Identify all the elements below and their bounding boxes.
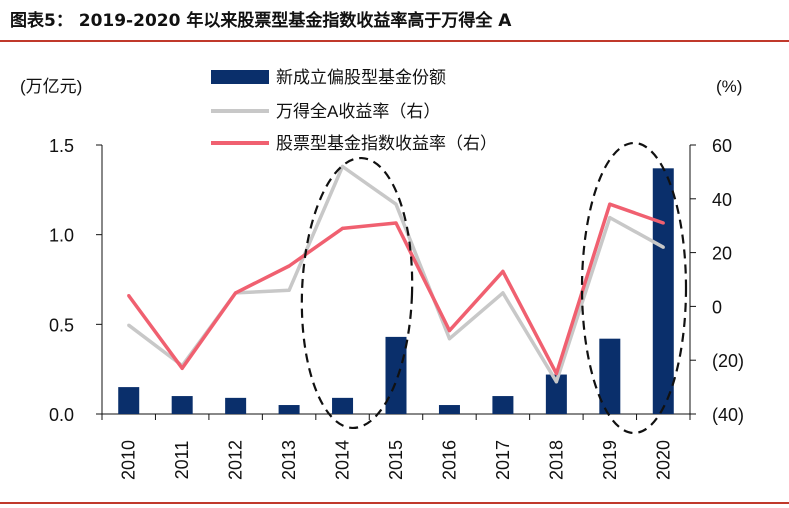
- left-axis-label: (万亿元): [20, 77, 82, 96]
- right-tick-label: 0: [712, 297, 722, 317]
- point-2019: [608, 216, 612, 220]
- x-tick-label: 2012: [226, 440, 246, 480]
- bar-2011: [171, 396, 193, 414]
- point-2015: [394, 202, 398, 206]
- legend-label-fund-shares: 新成立偏股型基金份额: [276, 68, 446, 87]
- legend: 新成立偏股型基金份额 万得全A收益率（右） 股票型基金指数收益率（右）: [211, 68, 497, 153]
- left-tick-label: 0.0: [49, 405, 74, 425]
- bar-2017: [492, 396, 514, 414]
- x-tick-label: 2010: [119, 440, 139, 480]
- point-2018: [554, 372, 558, 376]
- right-tick-label: (20): [712, 351, 744, 371]
- left-tick-label: 1.0: [49, 226, 74, 246]
- left-tick-label: 1.5: [49, 136, 74, 156]
- x-tick-label: 2016: [439, 440, 459, 480]
- x-tick-label: 2019: [600, 440, 620, 480]
- highlight-ellipses: [300, 141, 688, 435]
- point-2017: [501, 291, 505, 295]
- left-tick-label: 0.5: [49, 315, 74, 335]
- point-2016: [447, 329, 452, 333]
- bar-2010: [118, 387, 140, 414]
- point-2012: [234, 291, 238, 295]
- right-tick-label: 40: [712, 190, 732, 210]
- highlight-ellipse-2014-2015: [300, 156, 414, 430]
- x-tick-label: 2020: [653, 440, 673, 480]
- point-2017: [501, 269, 505, 274]
- point-2019: [608, 202, 612, 206]
- point-2010: [127, 294, 131, 298]
- point-2010: [127, 323, 131, 327]
- x-tick-label: 2014: [333, 440, 353, 480]
- right-axis-label: (%): [716, 77, 742, 96]
- point-2020: [661, 221, 665, 225]
- left-axis: (万亿元) 0.0 0.5 1.0 1.5: [20, 77, 103, 425]
- point-2013: [287, 288, 291, 292]
- x-tick-label: 2011: [172, 441, 192, 480]
- point-2011: [180, 366, 184, 370]
- bar-2020: [652, 168, 674, 414]
- bar-2016: [438, 405, 460, 414]
- point-2014: [340, 164, 345, 169]
- x-tick-label: 2017: [493, 440, 513, 480]
- bar-2013: [278, 405, 300, 414]
- point-2020: [661, 245, 665, 249]
- point-2018: [554, 380, 558, 384]
- figure-title: 图表5： 2019-2020 年以来股票型基金指数收益率高于万得全 A: [10, 11, 512, 31]
- bar-2019: [599, 338, 621, 414]
- bar-2012: [225, 397, 247, 414]
- point-2016: [447, 337, 452, 341]
- right-tick-label: 20: [712, 244, 732, 264]
- legend-label-wind-a: 万得全A收益率（右）: [276, 102, 440, 121]
- bottom-rule: [0, 502, 789, 504]
- x-tick-label: 2015: [386, 440, 406, 480]
- title-rule: [0, 40, 789, 42]
- highlight-ellipse-2019-2020: [580, 141, 688, 435]
- legend-swatch-bar: [211, 70, 269, 84]
- x-tick-label: 2018: [546, 440, 566, 480]
- right-axis: (%) (40) (20) 0 20 40 60: [689, 77, 744, 425]
- bar-2015: [385, 336, 407, 414]
- bar-2014: [332, 397, 354, 414]
- point-2013: [287, 264, 291, 268]
- point-2014: [340, 226, 345, 230]
- x-tick-label: 2013: [279, 440, 299, 480]
- point-2015: [394, 221, 398, 225]
- bar-2018: [545, 374, 567, 414]
- right-tick-label: (40): [712, 405, 744, 425]
- legend-label-stock-fund: 股票型基金指数收益率（右）: [276, 134, 497, 153]
- right-tick-label: 60: [712, 136, 732, 156]
